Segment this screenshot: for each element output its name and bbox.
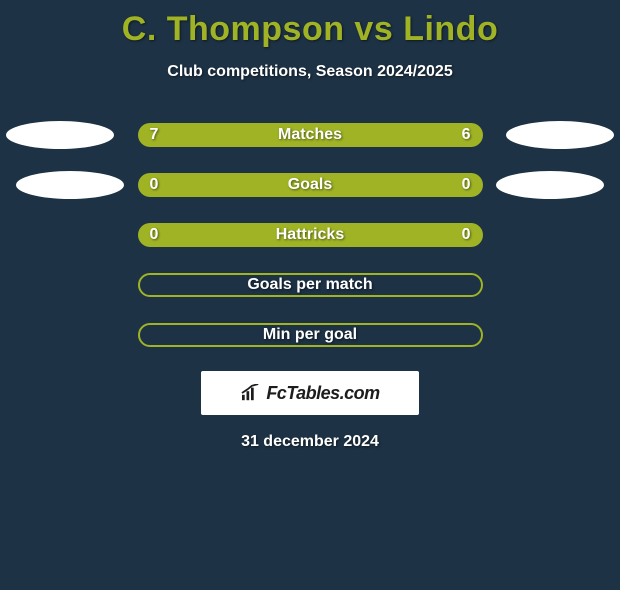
stat-label: Min per goal — [263, 326, 357, 344]
stat-bar: 0 Goals 0 — [138, 173, 483, 197]
stat-row-goals: 0 Goals 0 — [0, 171, 620, 199]
stat-label: Hattricks — [276, 226, 344, 244]
stat-bar: Goals per match — [138, 273, 483, 297]
date-label: 31 december 2024 — [0, 433, 620, 451]
stat-left-value: 0 — [150, 226, 159, 244]
stat-row-matches: 7 Matches 6 — [0, 121, 620, 149]
chart-icon — [240, 384, 262, 402]
pill-left-icon — [16, 171, 124, 199]
pill-left-icon — [6, 121, 114, 149]
brand-label: FcTables.com — [266, 383, 379, 404]
stat-left-value: 0 — [150, 176, 159, 194]
pill-right-icon — [496, 171, 604, 199]
stat-label: Goals — [288, 176, 332, 194]
stat-bar: 7 Matches 6 — [138, 123, 483, 147]
stat-right-value: 6 — [462, 126, 471, 144]
stat-label: Matches — [278, 126, 342, 144]
stat-right-value: 0 — [462, 176, 471, 194]
brand-badge: FcTables.com — [201, 371, 419, 415]
page-title: C. Thompson vs Lindo — [0, 10, 620, 49]
stat-right-value: 0 — [462, 226, 471, 244]
stat-bar: Min per goal — [138, 323, 483, 347]
stat-row-hattricks: 0 Hattricks 0 — [0, 221, 620, 249]
stat-label: Goals per match — [247, 276, 372, 294]
page-subtitle: Club competitions, Season 2024/2025 — [0, 63, 620, 81]
stat-row-mpg: Min per goal — [0, 321, 620, 349]
stat-row-gpm: Goals per match — [0, 271, 620, 299]
stat-bar: 0 Hattricks 0 — [138, 223, 483, 247]
stat-rows: 7 Matches 6 0 Goals 0 0 Hattricks 0 Goal… — [0, 121, 620, 349]
pill-right-icon — [506, 121, 614, 149]
stat-left-value: 7 — [150, 126, 159, 144]
